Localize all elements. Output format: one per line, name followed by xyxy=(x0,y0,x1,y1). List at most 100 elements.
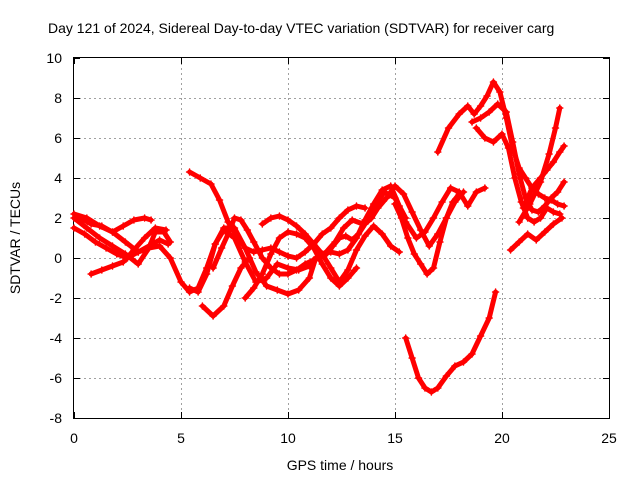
data-point xyxy=(252,268,260,276)
data-point xyxy=(335,278,344,286)
data-point xyxy=(556,148,564,156)
data-point xyxy=(395,248,404,256)
data-point xyxy=(476,332,485,340)
data-point xyxy=(318,260,326,268)
series-line xyxy=(516,105,563,225)
data-point xyxy=(472,124,481,132)
data-point xyxy=(207,180,215,188)
x-tick-label: 5 xyxy=(177,430,185,446)
data-point xyxy=(414,374,423,382)
data-point xyxy=(147,216,155,224)
data-point xyxy=(549,220,558,228)
series-line xyxy=(242,229,359,301)
data-point xyxy=(284,264,292,272)
data-point xyxy=(515,218,523,226)
plot-frame xyxy=(73,57,610,419)
data-point xyxy=(549,208,558,216)
data-point xyxy=(558,214,566,222)
data-point xyxy=(427,388,436,396)
x-tick-label: 15 xyxy=(387,430,403,446)
data-point xyxy=(232,232,241,240)
data-point xyxy=(476,102,485,110)
data-point xyxy=(464,202,472,210)
data-point xyxy=(241,244,249,252)
data-point xyxy=(284,216,292,224)
data-point xyxy=(318,250,326,258)
data-point xyxy=(83,224,91,232)
data-point xyxy=(292,230,301,238)
data-point xyxy=(530,218,538,226)
data-point xyxy=(502,108,511,116)
data-point xyxy=(335,250,344,258)
data-point xyxy=(108,262,117,270)
y-tick-label: -6 xyxy=(50,370,63,386)
data-point xyxy=(481,134,489,142)
series-s13 xyxy=(401,288,500,396)
data-point xyxy=(532,236,540,244)
data-point xyxy=(459,358,468,366)
data-point xyxy=(87,270,95,278)
data-point xyxy=(145,244,153,252)
data-point xyxy=(397,214,406,222)
data-point xyxy=(327,274,335,282)
y-tick-label: -8 xyxy=(50,410,63,426)
series-line xyxy=(187,183,409,295)
data-point xyxy=(423,270,431,278)
data-point xyxy=(545,150,553,158)
data-point xyxy=(434,384,442,392)
data-point xyxy=(449,198,457,206)
data-point xyxy=(87,220,95,228)
data-point xyxy=(508,138,517,146)
data-point xyxy=(134,248,142,256)
data-point xyxy=(412,234,421,242)
data-point xyxy=(489,138,498,146)
data-point xyxy=(496,88,504,96)
data-point xyxy=(162,226,170,234)
data-point xyxy=(275,212,284,220)
data-point xyxy=(301,230,309,238)
data-point xyxy=(547,194,555,202)
data-point xyxy=(166,254,175,262)
data-point xyxy=(410,250,419,258)
data-point xyxy=(98,266,106,274)
series-line xyxy=(210,183,466,277)
data-point xyxy=(442,372,451,380)
data-point xyxy=(451,362,459,370)
data-point xyxy=(434,148,442,156)
data-point xyxy=(560,178,568,186)
data-point xyxy=(429,214,438,222)
data-point xyxy=(481,184,489,192)
data-point xyxy=(493,100,502,108)
data-point xyxy=(155,242,164,250)
data-point xyxy=(560,142,568,150)
data-point xyxy=(526,200,534,208)
data-point xyxy=(408,354,416,362)
data-point xyxy=(230,214,239,222)
x-axis-label: GPS time / hours xyxy=(287,457,394,473)
data-point xyxy=(369,222,378,230)
data-point xyxy=(444,124,453,132)
data-point xyxy=(273,260,282,268)
data-point xyxy=(95,234,104,242)
data-point xyxy=(194,288,202,296)
data-point xyxy=(185,168,194,176)
data-point xyxy=(386,242,395,250)
data-point xyxy=(455,190,463,198)
data-point xyxy=(369,200,378,208)
axis-ticks xyxy=(74,58,610,419)
data-point xyxy=(224,230,232,238)
data-point xyxy=(378,230,386,238)
data-point xyxy=(245,254,254,262)
data-point xyxy=(275,248,284,256)
series-s9 xyxy=(198,254,254,320)
data-point xyxy=(504,144,513,152)
data-point xyxy=(258,220,267,228)
data-point xyxy=(421,384,429,392)
data-point xyxy=(556,104,564,112)
data-point xyxy=(284,228,292,236)
series-line xyxy=(71,225,171,261)
data-point xyxy=(536,214,545,222)
data-point xyxy=(275,234,284,242)
y-tick-label: 8 xyxy=(54,90,62,106)
data-point xyxy=(515,170,523,178)
